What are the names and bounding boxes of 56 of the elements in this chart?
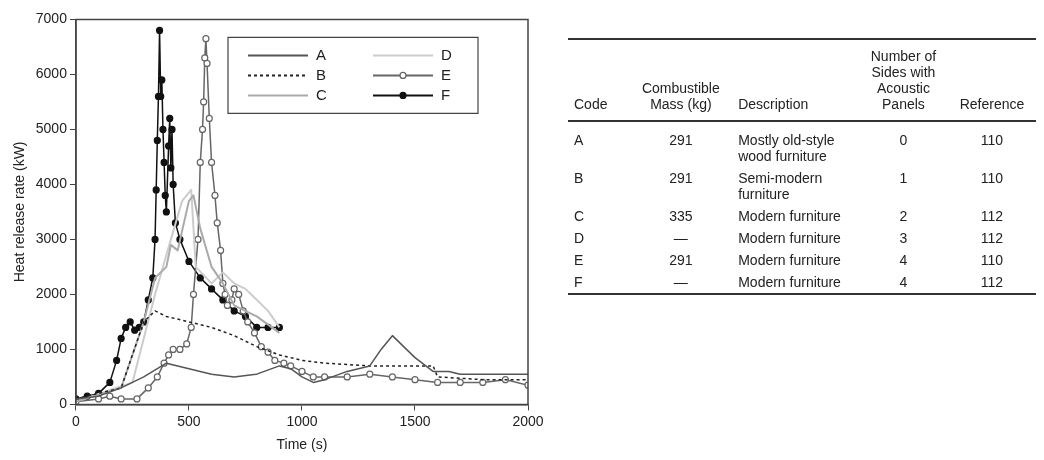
text: Mostly old-style wood furniture xyxy=(737,131,836,166)
legend-label: A xyxy=(316,45,327,63)
text: Code xyxy=(573,95,609,114)
text: Reference xyxy=(958,95,1026,114)
y-tick-label: 6000 xyxy=(35,65,68,82)
text: 291 xyxy=(668,169,694,188)
y-tick-label: 1000 xyxy=(35,340,68,357)
text: 335 xyxy=(668,207,694,226)
text: 291 xyxy=(668,131,694,150)
text: Description xyxy=(737,95,810,114)
y-tick-label: 7000 xyxy=(35,10,68,27)
text: Modern furniture xyxy=(737,273,842,292)
x-tick-label: 500 xyxy=(177,412,201,429)
text: B xyxy=(573,169,585,188)
legend-label: B xyxy=(316,65,327,83)
text: 112 xyxy=(979,273,1005,292)
text: Semi-modern furniture xyxy=(737,169,824,204)
x-tick-label: 1000 xyxy=(286,412,318,429)
legend-label: D xyxy=(441,45,452,63)
text: Number of Sides with Acoustic Panels xyxy=(869,47,938,114)
text: 110 xyxy=(979,251,1005,270)
x-tick-label: 1500 xyxy=(399,412,431,429)
text: 112 xyxy=(979,207,1005,226)
x-tick-label: 0 xyxy=(72,412,81,429)
y-tick-label: 5000 xyxy=(35,120,68,137)
text: D xyxy=(573,229,586,248)
text: 4 xyxy=(898,251,909,270)
text: 112 xyxy=(979,229,1005,248)
text: 3 xyxy=(898,229,909,248)
text: — xyxy=(672,229,689,248)
text: F xyxy=(573,273,584,292)
text: E xyxy=(573,251,585,270)
y-tick-label: 0 xyxy=(59,395,68,412)
text: Modern furniture xyxy=(737,251,842,270)
text: 4 xyxy=(898,273,909,292)
text: 291 xyxy=(668,251,694,270)
legend-label: F xyxy=(441,85,451,103)
y-tick-label: 3000 xyxy=(35,230,68,247)
y-axis-title: Heat release rate (kW) xyxy=(11,141,28,283)
y-tick-label: 2000 xyxy=(35,285,68,302)
legend-label: C xyxy=(316,85,327,103)
text: — xyxy=(672,273,689,292)
text: 0 xyxy=(898,131,909,150)
text: 110 xyxy=(979,169,1005,188)
text: Combustible Mass (kg) xyxy=(640,79,721,114)
legend-label: E xyxy=(441,65,452,83)
text: 110 xyxy=(979,131,1005,150)
text: Modern furniture xyxy=(737,207,842,226)
text: Modern furniture xyxy=(737,229,842,248)
x-axis-title: Time (s) xyxy=(276,436,328,453)
y-tick-label: 4000 xyxy=(35,175,68,192)
text: 1 xyxy=(898,169,909,188)
x-tick-label: 2000 xyxy=(512,412,544,429)
text: A xyxy=(573,131,585,150)
text: C xyxy=(573,207,586,226)
text: 2 xyxy=(898,207,909,226)
